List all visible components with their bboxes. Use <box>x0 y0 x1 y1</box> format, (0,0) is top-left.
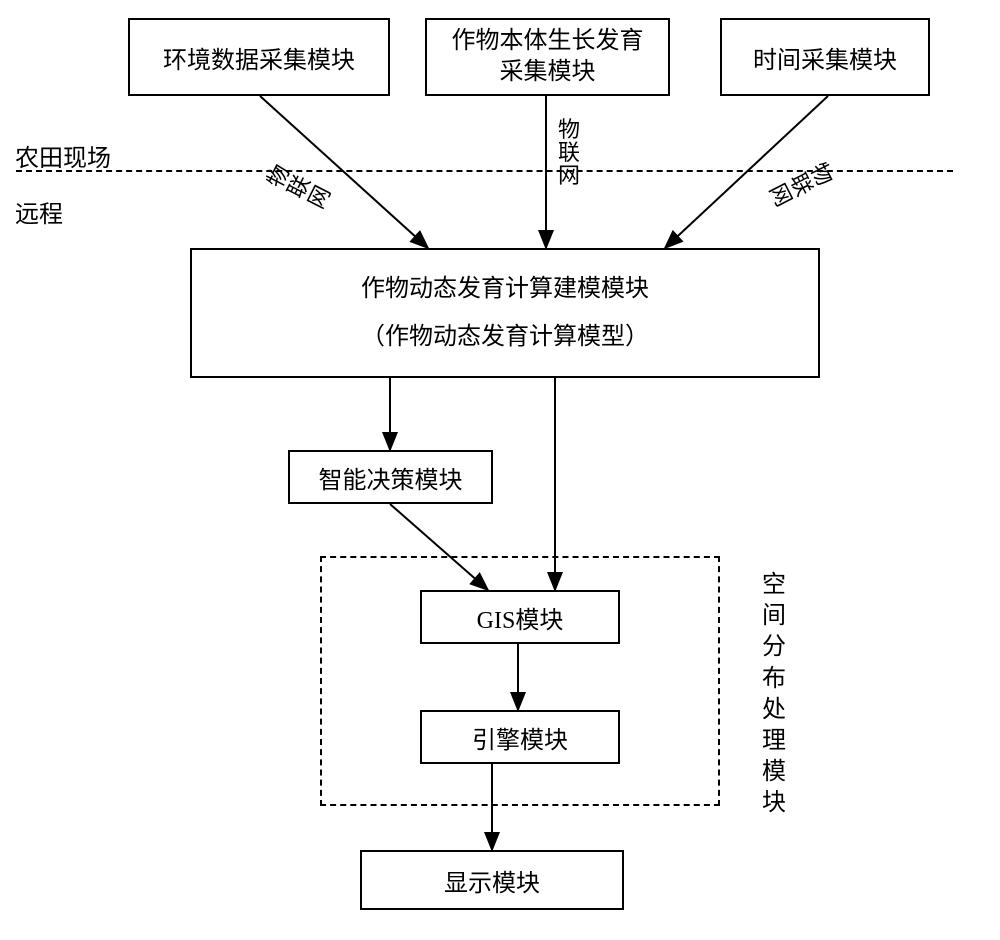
iot-label-1: 物 联 网 <box>263 161 335 212</box>
modeling-module-node: 作物动态发育计算建模模块 （作物动态发育计算模型） <box>190 248 820 378</box>
display-module-node: 显示模块 <box>360 850 624 910</box>
engine-module-label: 引擎模块 <box>472 720 568 755</box>
iot-label-2: 物 联 网 <box>558 118 580 187</box>
crop-growth-module-label-1: 作物本体生长发育 <box>452 26 644 57</box>
spatial-label: 空 间 分 布 处 理 模 块 <box>762 570 786 820</box>
time-module-node: 时间采集模块 <box>720 18 930 96</box>
remote-label: 远程 <box>15 194 63 229</box>
gis-module-label: GIS模块 <box>477 600 564 635</box>
decision-module-node: 智能决策模块 <box>288 450 493 504</box>
modeling-module-label-1: 作物动态发育计算建模模块 <box>361 265 649 313</box>
engine-module-node: 引擎模块 <box>420 710 620 764</box>
decision-module-label: 智能决策模块 <box>319 460 463 495</box>
iot-label-3: 物 联 网 <box>765 159 837 210</box>
display-module-label: 显示模块 <box>444 863 540 898</box>
env-module-node: 环境数据采集模块 <box>128 18 390 96</box>
crop-growth-module-node: 作物本体生长发育 采集模块 <box>425 18 670 96</box>
env-module-label: 环境数据采集模块 <box>163 40 355 75</box>
gis-module-node: GIS模块 <box>420 590 620 644</box>
farm-field-label: 农田现场 <box>15 138 111 173</box>
time-module-label: 时间采集模块 <box>753 40 897 75</box>
modeling-module-label-2: （作物动态发育计算模型） <box>361 313 649 361</box>
crop-growth-module-label-2: 采集模块 <box>500 57 596 88</box>
